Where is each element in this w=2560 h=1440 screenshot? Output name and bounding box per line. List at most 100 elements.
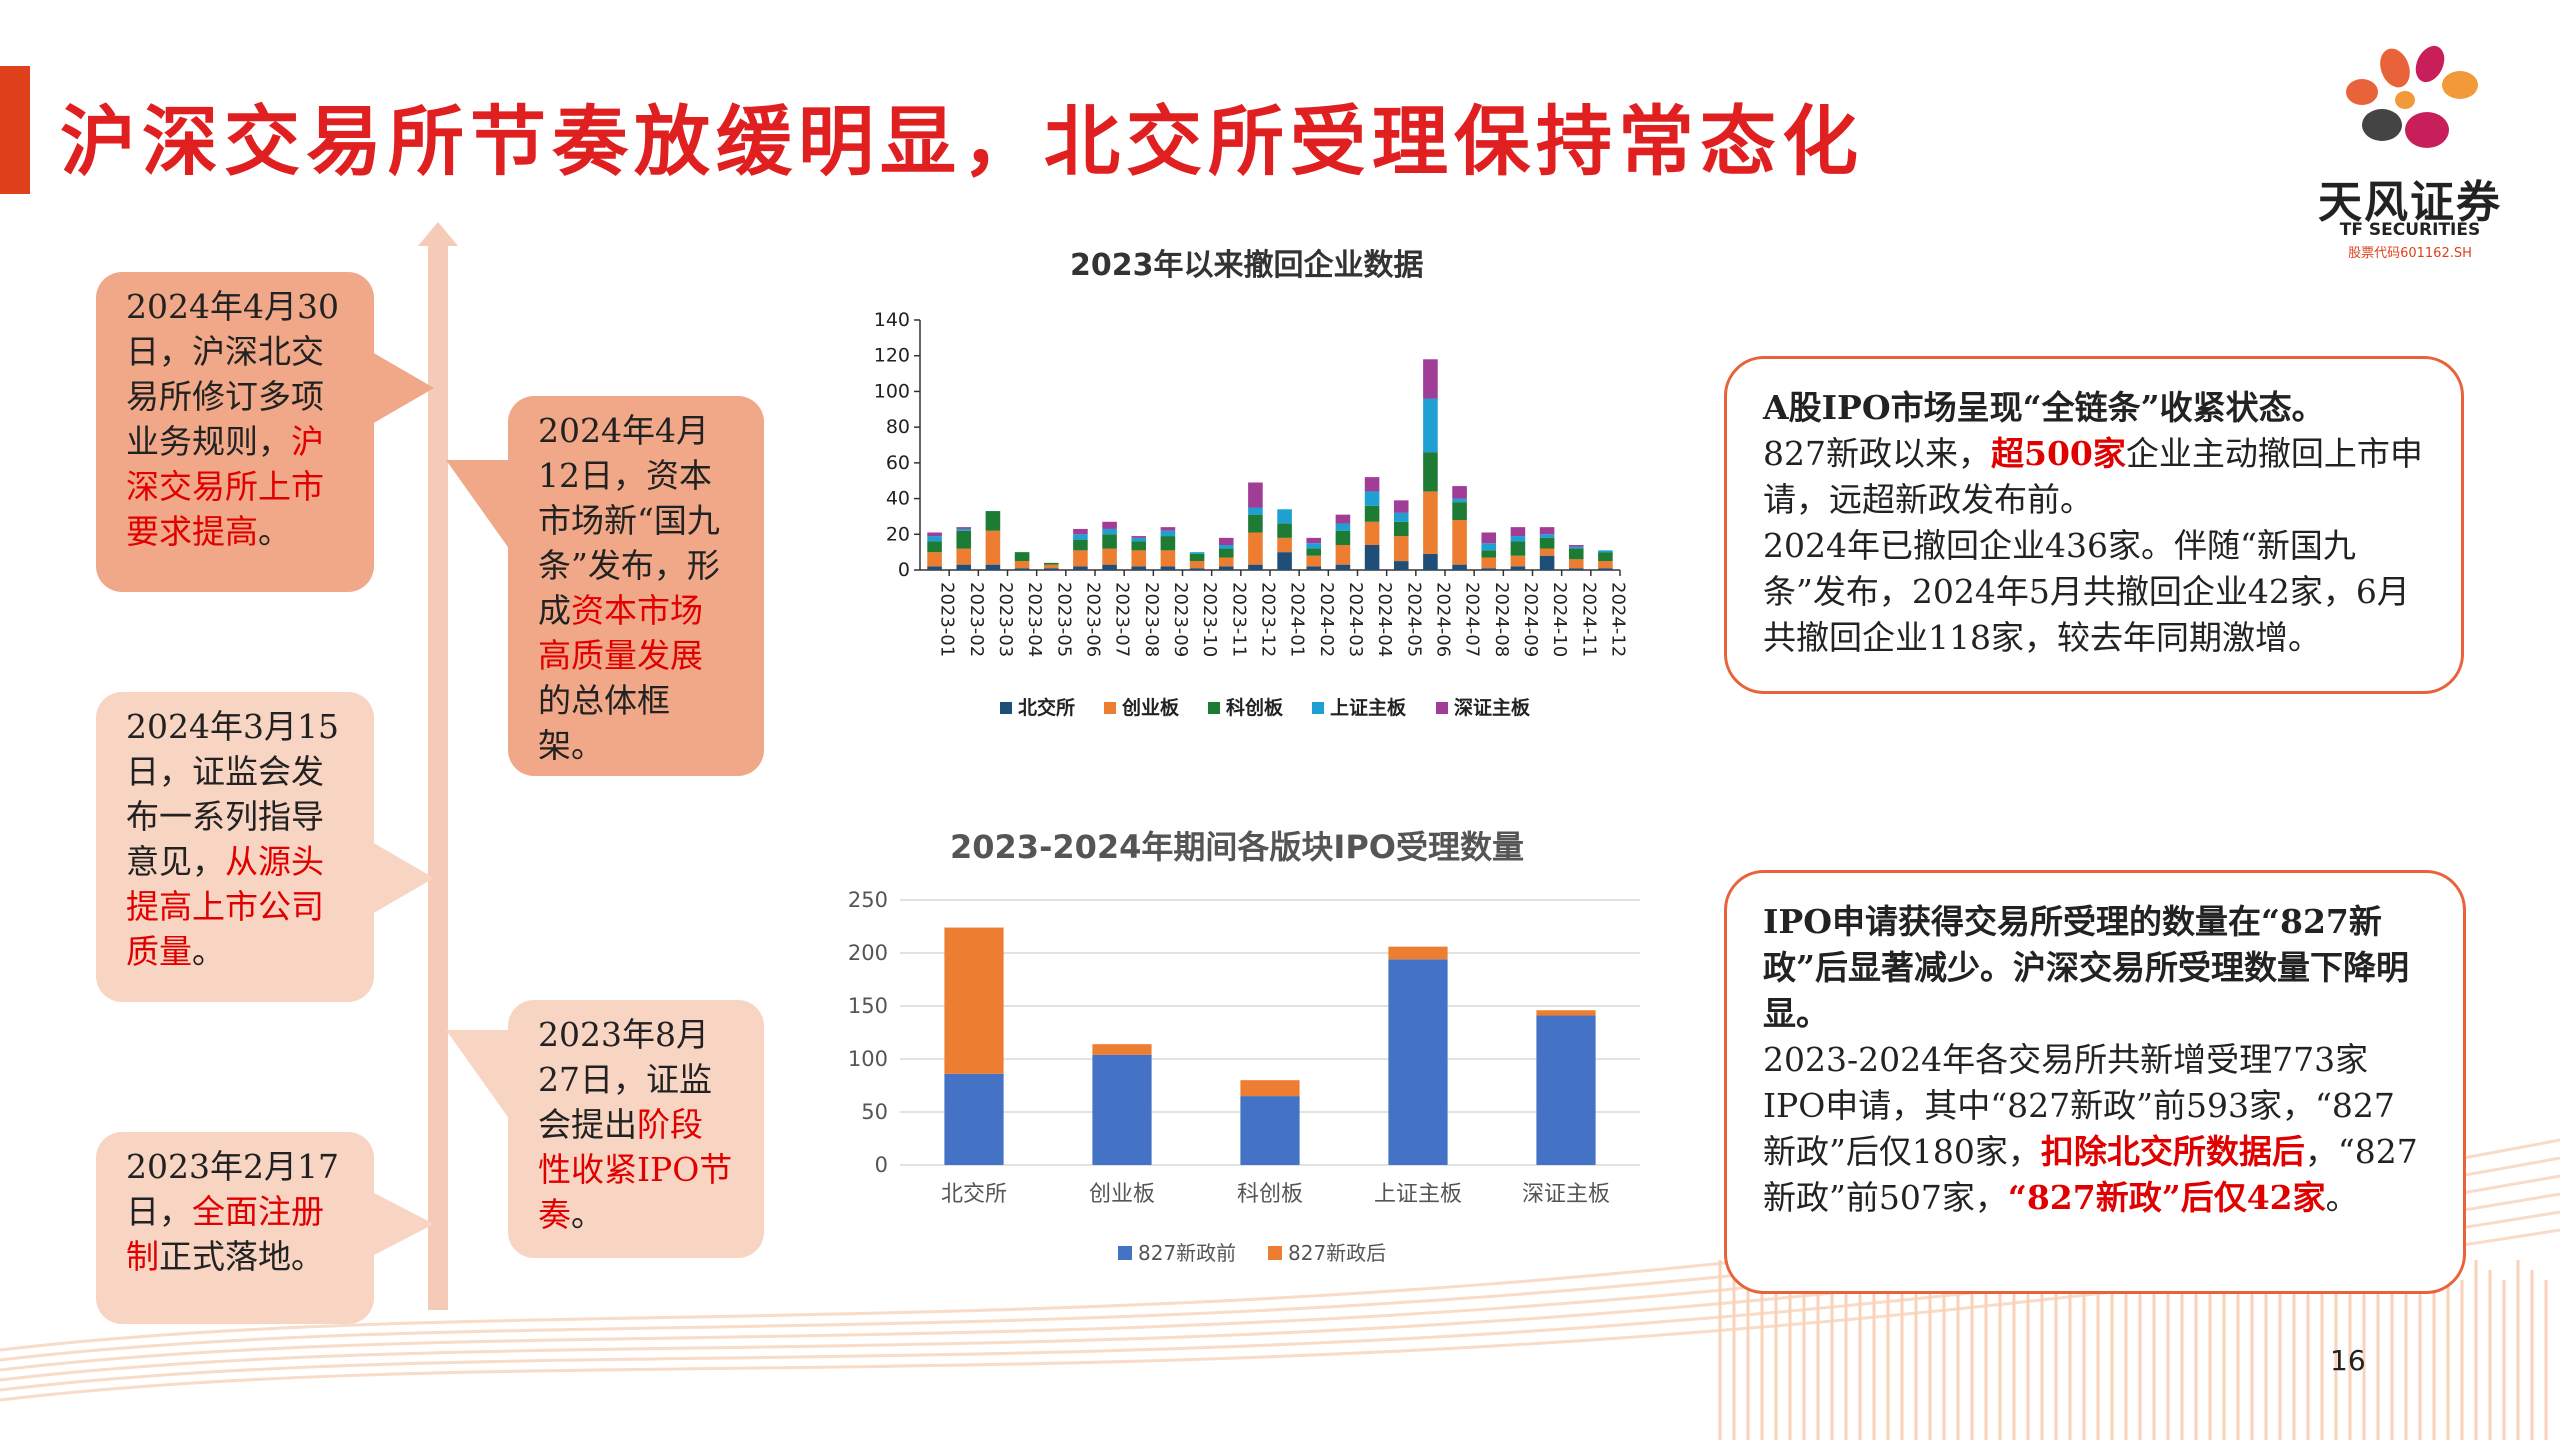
bar-segment <box>1452 564 1467 570</box>
bar-segment <box>927 552 942 567</box>
event-text: 2023年8月27日，证监会提出 <box>538 1015 712 1144</box>
bar-segment <box>1218 537 1234 545</box>
timeline-event-2024-04-12: 2024年4月12日，资本市场新“国九条”发布，形成资本市场高质量发展的总体框架… <box>446 396 764 776</box>
bar-segment <box>1388 946 1448 960</box>
bar-segment <box>1481 543 1497 551</box>
x-tick-label: 2024-05 <box>1403 582 1424 657</box>
bar-segment <box>985 511 1001 531</box>
x-tick-label: 2023-02 <box>966 582 987 657</box>
x-tick-label: 2023-07 <box>1112 582 1133 657</box>
bar-segment <box>1423 452 1438 492</box>
event-text-end: 的总体框架。 <box>538 681 670 765</box>
y-tick-label: 250 <box>848 888 888 912</box>
bar-segment <box>1073 528 1088 535</box>
bar-segment <box>1364 477 1380 492</box>
info-text: 827新政以来， <box>1763 434 1991 473</box>
timeline-event-2023-02-17: 2023年2月17日，全面注册制正式落地。 <box>96 1132 434 1324</box>
x-tick-label: 2023-12 <box>1257 582 1278 657</box>
bar-segment <box>1014 552 1030 562</box>
legend-swatch <box>1000 702 1012 714</box>
info-box-withdrawals: A股IPO市场呈现“全链条”收紧状态。 827新政以来，超500家企业主动撤回上… <box>1724 356 2464 694</box>
event-highlight: 全面注册制 <box>126 1192 324 1276</box>
bar-segment <box>1539 555 1555 570</box>
bar-segment <box>1073 566 1088 570</box>
info-box-paragraph: 827新政以来，超500家企业主动撤回上市申请，远超新政发布前。 <box>1763 431 2425 523</box>
x-tick-label: 2023-10 <box>1199 582 1220 657</box>
bar-segment <box>1306 548 1322 556</box>
x-tick-label: 2023-09 <box>1170 582 1191 657</box>
bar-segment <box>1043 562 1059 565</box>
bar-segment <box>1306 566 1322 570</box>
info-box-paragraph: 2023-2024年各交易所共新增受理773家IPO申请，其中“827新政”前5… <box>1763 1037 2427 1221</box>
x-tick-label: 2024-02 <box>1316 582 1337 657</box>
bar-segment <box>1364 491 1380 506</box>
bar-segment <box>1160 527 1176 531</box>
bar-segment <box>1160 536 1176 551</box>
event-highlight: 从源头提高上市公司质量 <box>126 842 324 971</box>
x-tick-label: 2023-08 <box>1141 582 1162 657</box>
page-title: 沪深交易所节奏放缓明显，北交所受理保持常态化 <box>60 97 1864 186</box>
info-highlight: 超500家 <box>1991 434 2126 473</box>
bar-segment <box>985 530 1001 565</box>
y-tick-label: 0 <box>898 559 910 581</box>
bar-segment <box>1277 537 1292 553</box>
y-tick-label: 0 <box>875 1153 888 1177</box>
bar-segment <box>1598 568 1613 570</box>
bar-segment <box>927 541 942 553</box>
y-tick-label: 200 <box>848 941 888 965</box>
legend-label: 上证主板 <box>1330 696 1407 719</box>
bar-segment <box>1510 541 1526 556</box>
legend-swatch <box>1208 702 1220 714</box>
bar-segment <box>1248 564 1263 570</box>
x-tick-label: 上证主板 <box>1374 1182 1462 1207</box>
bar-segment <box>927 566 942 570</box>
event-text-end: 。 <box>258 512 291 551</box>
legend-label: 科创板 <box>1226 696 1284 719</box>
bar-segment <box>1423 553 1438 570</box>
bar-segment <box>1218 557 1234 567</box>
bar-segment <box>1423 398 1438 453</box>
timeline-event-2024-03-15: 2024年3月15日，证监会发布一系列指导意见，从源头提高上市公司质量。 <box>96 692 434 1002</box>
y-tick-label: 20 <box>886 523 910 545</box>
bar-segment <box>956 530 972 549</box>
bar-segment <box>1481 550 1497 558</box>
company-logo: 天风证券 TF SECURITIES 股票代码601162.SH <box>2300 40 2520 270</box>
info-box-paragraph-2: 2024年已撤回企业436家。伴随“新国九条”发布，2024年5月共撤回企业42… <box>1763 526 2410 657</box>
bar-segment <box>1277 523 1292 538</box>
event-text-end: 。 <box>192 932 225 971</box>
bar-segment <box>1102 548 1117 565</box>
bar-segment <box>1240 1096 1300 1165</box>
event-text: 2024年4月12日，资本市场新“国九条”发布，形成 <box>538 411 720 630</box>
x-tick-label: 2023-01 <box>937 582 958 657</box>
bar-segment <box>1218 545 1234 549</box>
info-text: 企业主动撤回上市申请，远超新政发布前。 <box>1763 434 2423 519</box>
event-highlight: 阶段性收紧IPO节奏 <box>538 1105 733 1234</box>
legend-swatch <box>1104 702 1116 714</box>
bar-segment <box>1393 512 1409 522</box>
legend-swatch <box>1436 702 1448 714</box>
timeline-event-2024-04-30: 2024年4月30日，沪深北交易所修订多项业务规则，沪深交易所上市要求提高。 <box>96 272 434 592</box>
bar-segment <box>1510 527 1526 537</box>
bar-segment <box>1568 546 1584 549</box>
legend-label: 深证主板 <box>1454 696 1531 719</box>
bar-segment <box>1423 359 1438 399</box>
legend-swatch <box>1312 702 1324 714</box>
event-highlight: 沪深交易所上市要求提高 <box>126 422 324 551</box>
bar-segment <box>1092 1044 1152 1055</box>
logo-mark-icon <box>2346 45 2478 148</box>
x-tick-label: 2024-12 <box>1607 582 1628 657</box>
bar-segment <box>956 548 972 565</box>
bar-segment <box>1043 568 1059 570</box>
bar-segment <box>1306 555 1322 567</box>
bar-segment <box>1043 564 1059 569</box>
logo-name: 天风证券 <box>2318 177 2502 228</box>
bar-segment <box>1131 550 1147 567</box>
event-text: 2024年3月15日，证监会发布一系列指导意见， <box>126 707 339 881</box>
x-tick-label: 科创板 <box>1237 1182 1303 1207</box>
bar-segment <box>1335 564 1351 570</box>
y-tick-label: 80 <box>886 416 910 438</box>
x-tick-label: 2024-11 <box>1578 582 1599 657</box>
bar-segment <box>1073 534 1088 540</box>
timeline-event-2023-08-27: 2023年8月27日，证监会提出阶段性收紧IPO节奏。 <box>446 1000 764 1258</box>
